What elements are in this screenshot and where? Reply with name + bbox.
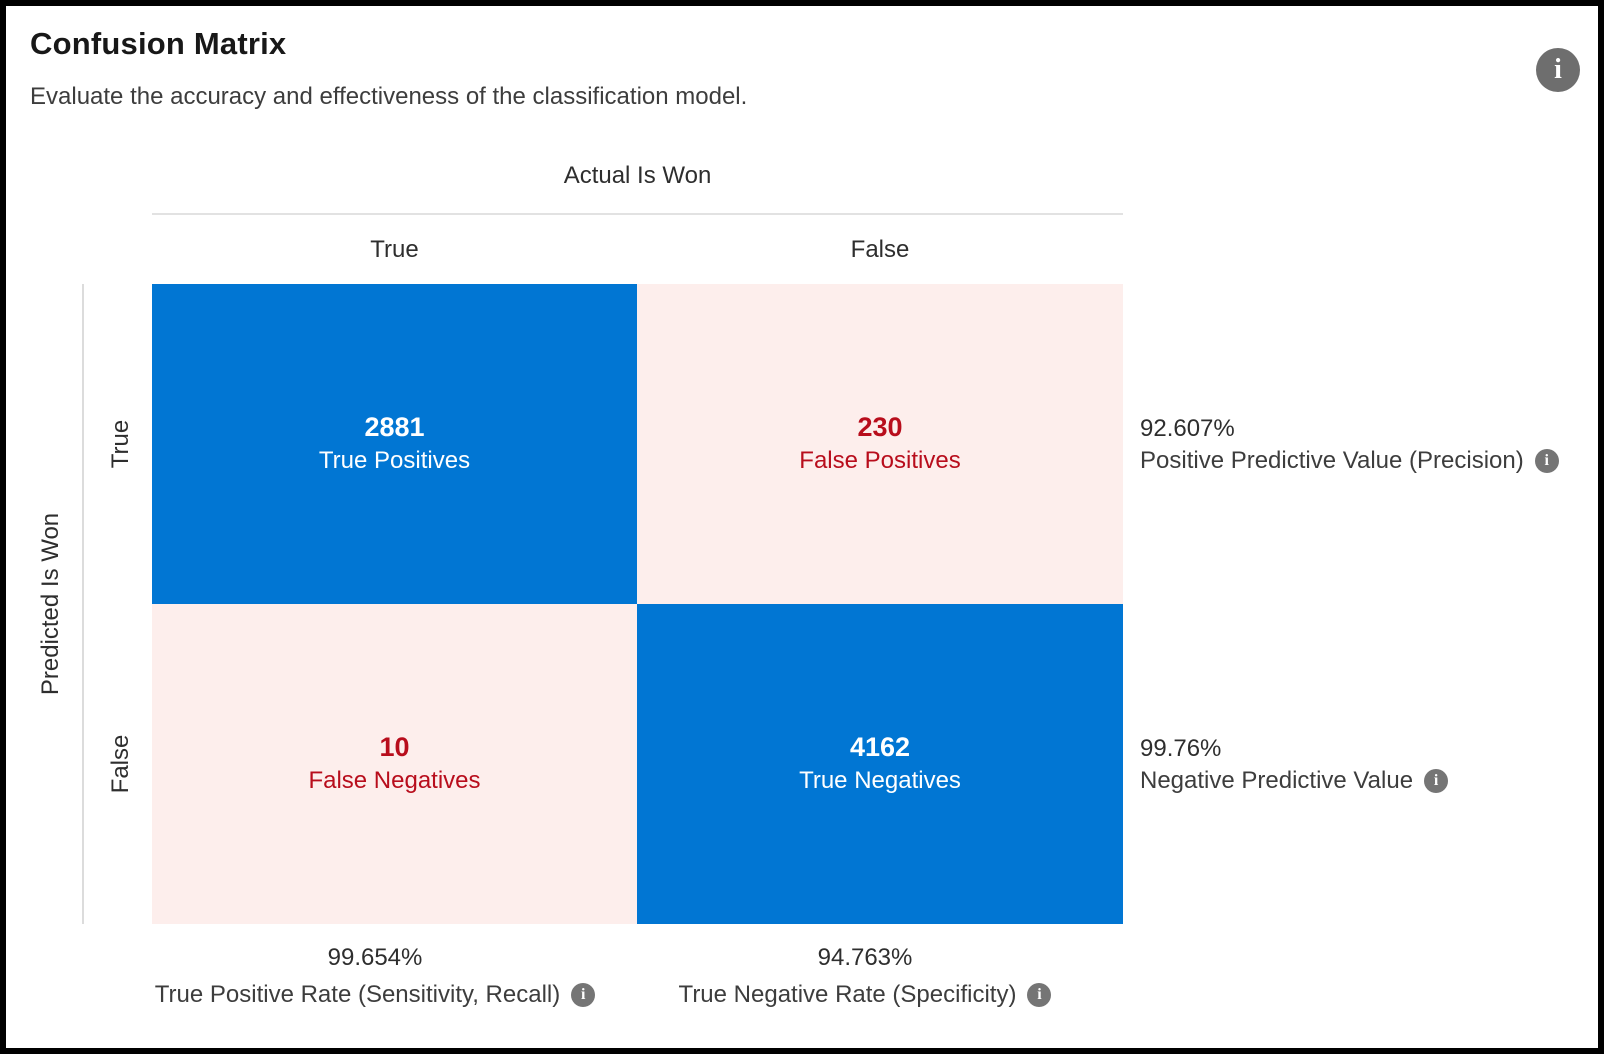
cell-false-negatives: 10 False Negatives xyxy=(152,604,637,924)
metric-value: 94.763% xyxy=(817,944,913,971)
metric-true-negative-rate: 94.763% True Negative Rate (Specificity)… xyxy=(640,942,1090,1011)
y-axis-divider xyxy=(82,284,84,924)
metric-negative-predictive-value: 99.76% Negative Predictive Value i xyxy=(1140,733,1449,797)
info-icon-glyph: i xyxy=(1544,452,1549,469)
column-header-false: False xyxy=(850,236,910,263)
info-icon[interactable]: i xyxy=(1424,769,1449,793)
cell-value: 230 xyxy=(857,412,903,442)
metric-label: True Positive Rate (Sensitivity, Recall) xyxy=(154,981,561,1008)
metric-label: True Negative Rate (Specificity) xyxy=(678,981,1017,1008)
column-header-true: True xyxy=(370,236,419,263)
row-header-false: False xyxy=(107,734,134,794)
cell-label: False Positives xyxy=(799,447,961,474)
metric-value: 92.607% xyxy=(1140,415,1235,442)
cell-true-positives: 2881 True Positives xyxy=(152,284,637,604)
x-axis-title: Actual Is Won xyxy=(563,162,712,189)
metric-true-positive-rate: 99.654% True Positive Rate (Sensitivity,… xyxy=(150,942,600,1011)
info-icon-glyph: i xyxy=(1433,772,1439,789)
info-icon-glyph: i xyxy=(1554,54,1562,85)
info-icon-glyph: i xyxy=(581,986,586,1003)
x-axis-divider xyxy=(152,213,1123,215)
cell-label: False Negatives xyxy=(308,767,481,794)
page-title: Confusion Matrix xyxy=(30,26,287,61)
info-icon[interactable]: i xyxy=(571,983,596,1007)
cell-value: 2881 xyxy=(364,412,425,442)
cell-label: True Negatives xyxy=(799,767,961,794)
metric-label: Positive Predictive Value (Precision) xyxy=(1140,447,1524,474)
cell-value: 10 xyxy=(379,732,410,762)
info-icon-glyph: i xyxy=(1037,986,1042,1003)
info-icon[interactable]: i xyxy=(1536,48,1580,92)
cell-value: 4162 xyxy=(849,732,911,762)
metric-value: 99.76% xyxy=(1140,735,1222,762)
page-subtitle: Evaluate the accuracy and effectiveness … xyxy=(30,83,748,110)
cell-false-positives: 230 False Positives xyxy=(637,284,1123,604)
row-header-true: True xyxy=(107,419,134,469)
info-icon[interactable]: i xyxy=(1534,449,1559,473)
cell-label: True Positives xyxy=(318,447,471,474)
info-icon[interactable]: i xyxy=(1027,983,1052,1007)
metric-value: 99.654% xyxy=(327,944,423,971)
y-axis-title: Predicted Is Won xyxy=(37,512,64,696)
cell-true-negatives: 4162 True Negatives xyxy=(637,604,1123,924)
metric-label: Negative Predictive Value xyxy=(1140,767,1414,794)
metric-precision: 92.607% Positive Predictive Value (Preci… xyxy=(1140,413,1559,477)
